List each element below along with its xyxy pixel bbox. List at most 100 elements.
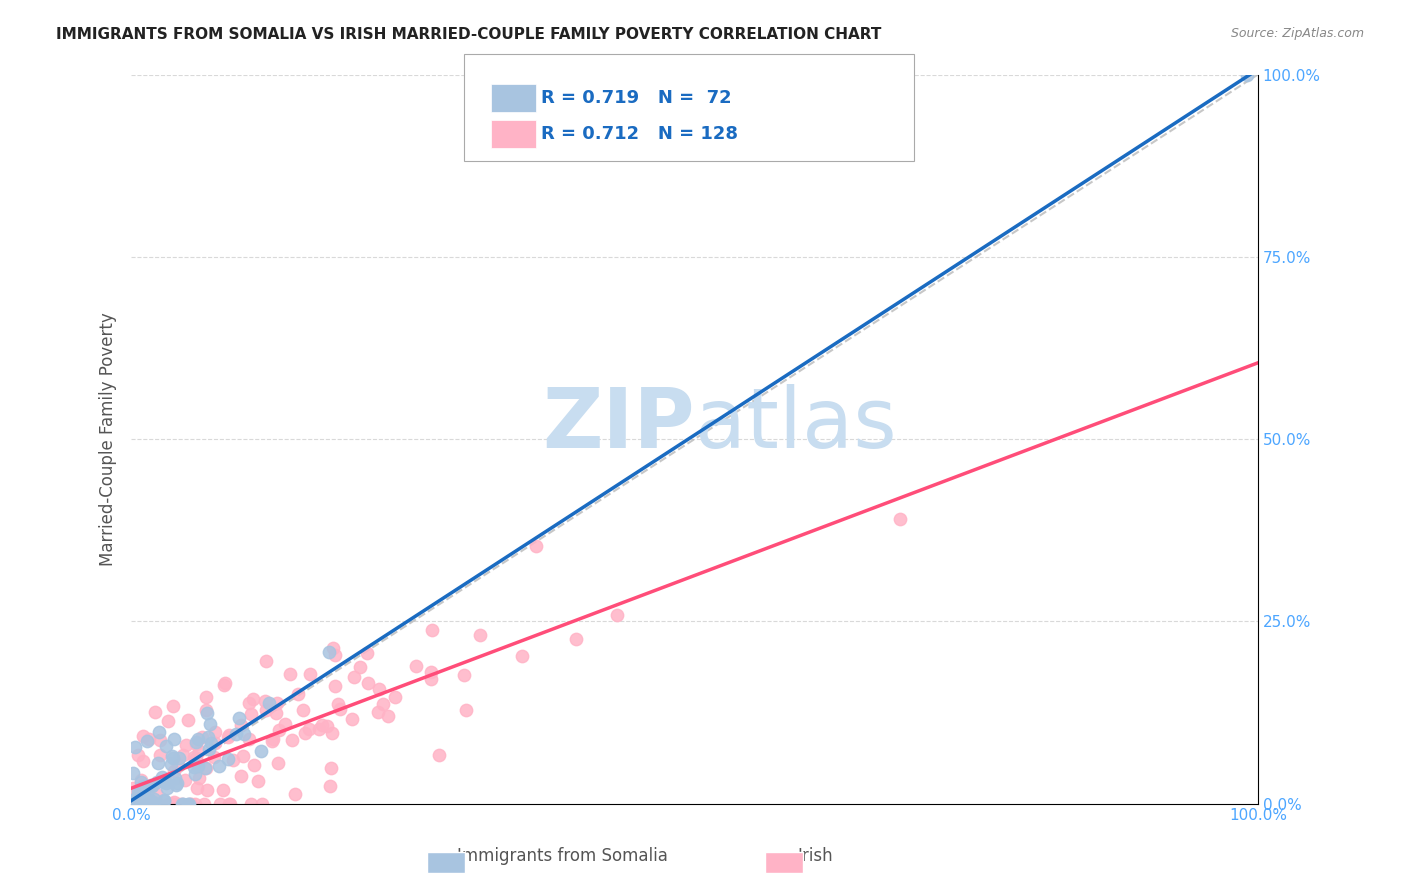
Point	[184, 750, 207, 764]
Point	[134, 780, 156, 795]
Point	[139, 797, 162, 811]
Point	[195, 761, 218, 775]
Text: Source: ZipAtlas.com: Source: ZipAtlas.com	[1230, 27, 1364, 40]
Point	[121, 797, 143, 811]
Point	[340, 712, 363, 726]
Point	[141, 779, 163, 793]
Point	[122, 766, 145, 780]
Point	[319, 779, 342, 793]
Point	[146, 775, 169, 789]
Point	[128, 797, 150, 811]
Point	[367, 705, 389, 719]
Point	[136, 780, 159, 794]
Point	[298, 723, 321, 737]
Point	[204, 735, 226, 749]
Point	[149, 733, 172, 747]
Point	[160, 797, 183, 811]
Point	[125, 797, 148, 811]
Point	[405, 658, 427, 673]
Point	[142, 792, 165, 806]
Point	[136, 734, 159, 748]
Point	[124, 797, 146, 811]
Point	[284, 787, 307, 801]
Point	[329, 702, 352, 716]
Point	[232, 749, 254, 764]
Point	[135, 791, 157, 805]
Point	[129, 772, 152, 787]
Point	[322, 641, 344, 656]
Point	[266, 696, 288, 710]
Point	[132, 754, 155, 768]
Point	[202, 750, 225, 764]
Point	[231, 717, 253, 731]
Point	[287, 687, 309, 701]
Point	[342, 670, 364, 684]
Point	[263, 731, 285, 746]
Point	[371, 697, 394, 711]
Point	[349, 659, 371, 673]
Point	[219, 797, 242, 811]
Point	[121, 780, 143, 795]
Point	[141, 797, 163, 811]
Point	[453, 668, 475, 682]
Point	[128, 784, 150, 798]
Point	[565, 632, 588, 646]
Point	[260, 734, 283, 748]
Point	[253, 694, 276, 708]
Point	[167, 751, 190, 765]
Point	[218, 728, 240, 742]
Point	[150, 770, 173, 784]
Point	[162, 699, 184, 714]
Point	[162, 764, 184, 778]
Point	[254, 703, 277, 717]
Point	[138, 797, 160, 811]
Point	[429, 747, 451, 762]
Point	[510, 649, 533, 664]
Point	[183, 749, 205, 764]
Point	[384, 690, 406, 705]
Point	[221, 753, 243, 767]
Point	[1236, 68, 1258, 82]
Point	[163, 771, 186, 785]
Text: IMMIGRANTS FROM SOMALIA VS IRISH MARRIED-COUPLE FAMILY POVERTY CORRELATION CHART: IMMIGRANTS FROM SOMALIA VS IRISH MARRIED…	[56, 27, 882, 42]
Point	[311, 718, 333, 732]
Point	[165, 797, 187, 811]
Point	[356, 646, 378, 660]
Point	[125, 797, 148, 811]
Point	[231, 769, 253, 783]
Point	[160, 756, 183, 771]
Point	[218, 797, 240, 811]
Point	[194, 761, 217, 775]
Point	[323, 679, 346, 693]
Point	[208, 797, 231, 811]
Point	[136, 797, 159, 811]
Point	[159, 797, 181, 811]
Point	[246, 774, 269, 789]
Point	[326, 697, 349, 711]
Point	[318, 645, 340, 659]
Point	[194, 703, 217, 717]
Point	[419, 672, 441, 686]
Point	[217, 752, 239, 766]
Point	[124, 739, 146, 754]
Point	[145, 797, 167, 811]
Point	[146, 797, 169, 811]
Point	[281, 733, 304, 747]
Point	[420, 623, 443, 637]
Point	[228, 711, 250, 725]
Point	[155, 775, 177, 789]
Point	[308, 723, 330, 737]
Point	[127, 783, 149, 797]
Point	[238, 732, 260, 747]
Point	[454, 702, 477, 716]
Point	[316, 719, 339, 733]
Point	[124, 790, 146, 805]
Point	[136, 797, 159, 811]
Point	[165, 778, 187, 792]
Point	[239, 707, 262, 722]
Point	[187, 731, 209, 746]
Point	[145, 787, 167, 801]
Point	[319, 761, 342, 775]
Point	[242, 691, 264, 706]
Point	[232, 727, 254, 741]
